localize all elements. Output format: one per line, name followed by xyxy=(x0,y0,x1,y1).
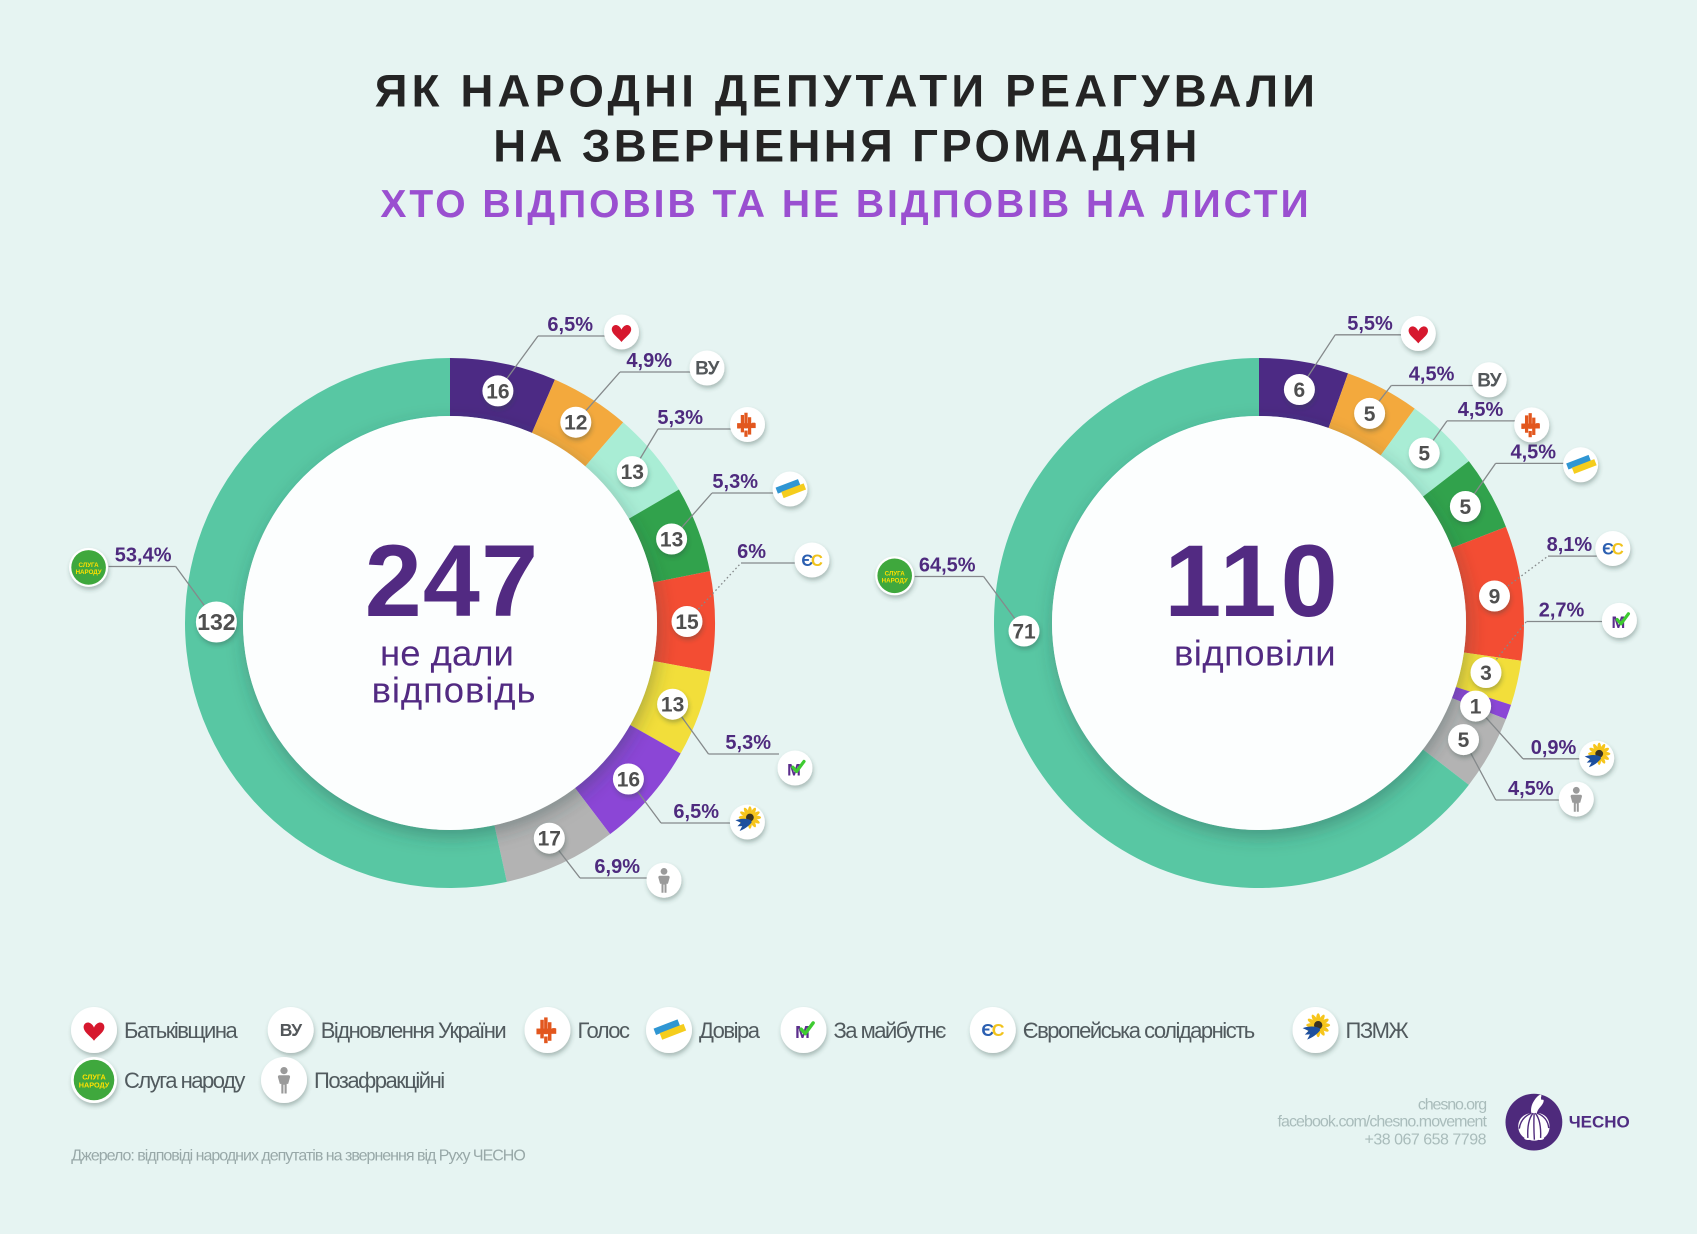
svg-text:12: 12 xyxy=(564,412,587,435)
svg-text:247: 247 xyxy=(365,523,540,638)
svg-text:5: 5 xyxy=(1460,496,1472,519)
svg-text:71: 71 xyxy=(1012,621,1036,644)
svg-text:chesno.org: chesno.org xyxy=(1418,1097,1486,1114)
svg-text:ЯК НАРОДНІ ДЕПУТАТИ РЕАГУВАЛИ: ЯК НАРОДНІ ДЕПУТАТИ РЕАГУВАЛИ xyxy=(375,66,1319,117)
svg-text:Джерело: відповіді народних де: Джерело: відповіді народних депутатів на… xyxy=(71,1148,525,1165)
svg-text:+38 067 658 7798: +38 067 658 7798 xyxy=(1365,1132,1487,1149)
svg-text:Європейська солідарність: Європейська солідарність xyxy=(1023,1018,1255,1043)
svg-text:13: 13 xyxy=(660,529,683,552)
svg-text:6,5%: 6,5% xyxy=(547,314,593,336)
svg-text:відповідь: відповідь xyxy=(372,670,537,711)
svg-text:6%: 6% xyxy=(737,541,766,563)
svg-text:3: 3 xyxy=(1480,662,1492,685)
svg-text:13: 13 xyxy=(621,461,644,484)
svg-text:2,7%: 2,7% xyxy=(1539,600,1585,622)
svg-text:Довіра: Довіра xyxy=(699,1018,761,1043)
svg-text:6,5%: 6,5% xyxy=(673,801,719,823)
svg-text:ПЗМЖ: ПЗМЖ xyxy=(1346,1018,1410,1043)
svg-text:64,5%: 64,5% xyxy=(919,555,976,577)
svg-text:За майбутнє: За майбутнє xyxy=(834,1018,947,1043)
svg-text:Голос: Голос xyxy=(578,1018,631,1043)
svg-text:4,5%: 4,5% xyxy=(1511,441,1557,463)
svg-text:Позафракційні: Позафракційні xyxy=(314,1068,444,1093)
svg-text:Слуга народу: Слуга народу xyxy=(124,1068,245,1093)
svg-text:НА ЗВЕРНЕННЯ ГРОМАДЯН: НА ЗВЕРНЕННЯ ГРОМАДЯН xyxy=(493,121,1200,172)
svg-text:0,9%: 0,9% xyxy=(1531,737,1577,759)
svg-text:5,3%: 5,3% xyxy=(657,407,703,429)
svg-text:5: 5 xyxy=(1418,443,1430,466)
svg-text:15: 15 xyxy=(675,611,699,634)
svg-text:9: 9 xyxy=(1489,586,1501,609)
svg-text:4,5%: 4,5% xyxy=(1458,399,1504,421)
svg-text:110: 110 xyxy=(1164,523,1341,638)
svg-text:4,9%: 4,9% xyxy=(626,350,672,372)
svg-text:17: 17 xyxy=(538,828,561,851)
svg-text:5,3%: 5,3% xyxy=(725,732,771,754)
svg-text:ЧЕСНО: ЧЕСНО xyxy=(1569,1113,1630,1132)
svg-text:ХТО ВІДПОВІВ ТА НЕ ВІДПОВІВ НА: ХТО ВІДПОВІВ ТА НЕ ВІДПОВІВ НА ЛИСТИ xyxy=(380,183,1311,226)
svg-text:13: 13 xyxy=(661,694,684,717)
svg-text:не дали: не дали xyxy=(380,632,514,673)
svg-text:4,5%: 4,5% xyxy=(1508,778,1554,800)
svg-text:1: 1 xyxy=(1470,696,1482,719)
svg-text:4,5%: 4,5% xyxy=(1409,364,1455,386)
svg-text:6,9%: 6,9% xyxy=(594,856,640,878)
svg-text:8,1%: 8,1% xyxy=(1547,534,1593,556)
svg-text:16: 16 xyxy=(486,380,509,403)
svg-text:6: 6 xyxy=(1294,379,1306,402)
svg-text:16: 16 xyxy=(617,769,640,792)
svg-text:Відновлення України: Відновлення України xyxy=(321,1018,506,1043)
svg-text:5,3%: 5,3% xyxy=(712,471,758,493)
svg-text:Батьківщина: Батьківщина xyxy=(124,1018,238,1043)
svg-text:5: 5 xyxy=(1458,729,1470,752)
svg-text:53,4%: 53,4% xyxy=(115,545,172,567)
svg-text:132: 132 xyxy=(197,609,235,635)
svg-text:5: 5 xyxy=(1364,403,1376,426)
svg-text:відповіли: відповіли xyxy=(1174,632,1336,673)
svg-text:5,5%: 5,5% xyxy=(1347,313,1393,335)
svg-text:facebook.com/chesno.movement: facebook.com/chesno.movement xyxy=(1278,1114,1488,1131)
